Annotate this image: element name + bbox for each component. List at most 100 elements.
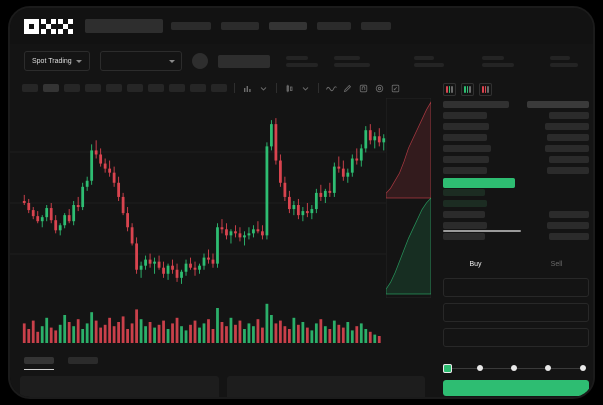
fullscreen-icon[interactable] [390,83,401,94]
total-field[interactable] [443,328,589,347]
candlestick-series [22,118,386,284]
volume-series [22,303,381,343]
orderbook-row-value [549,211,589,218]
nav-item-1[interactable] [171,22,211,30]
bottom-panel-1[interactable] [20,376,219,397]
orderbook-row[interactable] [443,112,487,119]
ticker-stat-1 [285,55,318,67]
tab-sell[interactable]: Sell [550,261,563,268]
top-navigation-bar [10,8,593,44]
price-chart-area[interactable] [10,98,431,350]
orderbook-row[interactable] [443,101,509,108]
orderbook-row[interactable] [443,134,487,141]
indicator-icon[interactable] [242,83,253,94]
order-form [443,278,589,356]
slider-dot-3[interactable] [511,365,517,371]
timeframe-chip-4[interactable] [85,84,101,92]
orderbook-row[interactable] [443,123,489,130]
order-book-rows[interactable] [435,101,593,256]
bottom-tabs [10,350,431,370]
price-field[interactable] [443,278,589,297]
okx-logo-icon[interactable] [24,18,73,34]
slider-handle[interactable] [443,364,452,373]
orderbook-bids-icon[interactable] [461,83,474,96]
bottom-tab-1[interactable] [24,356,54,370]
amount-field[interactable] [443,303,589,322]
charttype-icon[interactable] [284,83,295,94]
chevron-down-icon [168,59,175,63]
bottom-panels [20,376,425,397]
nav-items [171,22,391,30]
global-search-input[interactable] [85,19,163,33]
orderbook-row-value [545,145,589,152]
trading-mode-label: Spot Trading [32,57,72,65]
coin-avatar [191,53,208,69]
nav-item-4[interactable] [317,22,351,30]
slider-dot-4[interactable] [545,365,551,371]
pair-selector-dropdown[interactable] [99,51,182,71]
nav-item-5[interactable] [361,22,391,30]
timeframe-chip-5[interactable] [106,84,122,92]
chevron-down-icon[interactable] [300,83,311,94]
pencil-icon[interactable] [342,83,353,94]
depth-chart-overlay[interactable] [386,98,431,298]
orderbook-row[interactable] [443,189,485,196]
orderbook-mode-buttons [435,78,593,96]
orderbook-row[interactable] [443,222,487,229]
toolbar-divider [318,83,319,93]
orderbook-row-value [527,101,589,108]
orderbook-progress-bar [443,230,521,232]
toolbar-divider [276,83,277,93]
orderbook-row[interactable] [443,156,489,163]
timeframe-chip-7[interactable] [148,84,164,92]
chevron-down-icon [75,59,82,63]
ticker-stat-3 [413,55,444,67]
timeframe-chip-1[interactable] [22,84,38,92]
orderbook-mixed-icon[interactable] [443,83,456,96]
timeframe-chip-8[interactable] [169,84,185,92]
timeframe-chip-6[interactable] [127,84,143,92]
orderbook-asks-icon[interactable] [479,83,492,96]
bottom-tab-2[interactable] [68,356,98,364]
bottom-panel-2[interactable] [226,376,425,397]
timeframe-chip-9[interactable] [190,84,206,92]
orderbook-row[interactable] [443,233,485,240]
orderbook-row[interactable] [443,145,491,152]
timeframe-chip-10[interactable] [211,84,227,92]
nav-item-3[interactable] [269,22,307,30]
pair-name-skeleton [217,54,270,68]
amount-slider[interactable] [443,364,589,374]
orderbook-row[interactable] [443,211,485,218]
chevron-down-icon[interactable] [258,83,269,94]
orderbook-row-value [549,233,589,240]
nav-item-2[interactable] [221,22,259,30]
orderbook-row[interactable] [443,167,487,174]
orderbook-row-value [547,167,589,174]
slider-dot-2[interactable] [477,365,483,371]
orderbook-row-value [547,222,589,229]
ticker-stat-4 [481,55,514,67]
right-panel: Buy Sell [435,78,593,397]
orderbook-row-value [545,123,589,130]
settings-icon[interactable] [374,83,385,94]
orderbook-spread-highlight[interactable] [443,178,515,188]
timeframe-chip-3[interactable] [64,84,80,92]
timeframe-chip-2[interactable] [43,84,59,92]
toolbar-divider [234,83,235,93]
submit-buy-button[interactable] [443,380,589,396]
orderbook-row[interactable] [443,200,487,207]
trading-mode-dropdown[interactable]: Spot Trading [24,51,90,71]
candlestick-chart[interactable] [10,98,431,350]
orderbook-row-value [547,134,589,141]
app-screen: Spot Trading [10,8,593,397]
ticker-stat-5 [549,55,578,67]
tab-buy[interactable]: Buy [469,261,482,268]
device-bezel: Spot Trading [8,6,595,399]
chart-toolbar [10,78,431,98]
slider-dot-5[interactable] [580,365,586,371]
ticker-stat-2 [333,55,370,67]
magnet-icon[interactable] [358,83,369,94]
orderbook-row-value [549,112,589,119]
buy-sell-tabs: Buy Sell [435,256,593,274]
wave-icon[interactable] [326,83,337,94]
